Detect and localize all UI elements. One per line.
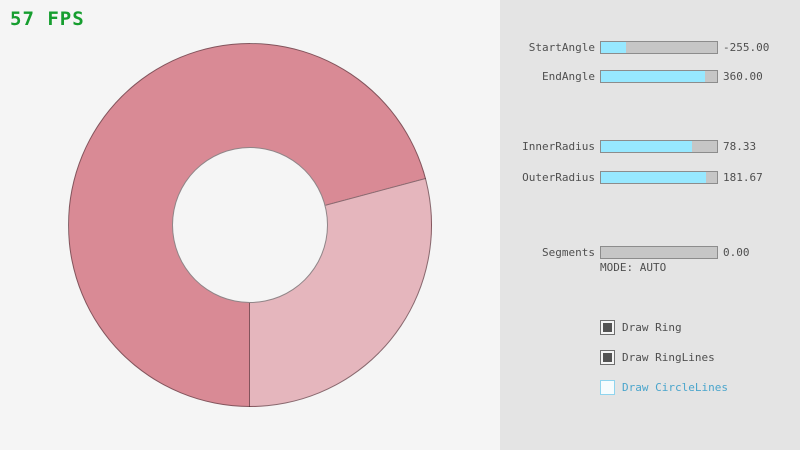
slider-label-outerradius: OuterRadius [522,171,595,184]
slider-innerradius[interactable] [600,140,718,153]
slider-startangle[interactable] [600,41,718,54]
checkbox-label-draw-ringlines: Draw RingLines [622,351,715,364]
slider-label-startangle: StartAngle [528,41,595,54]
checkbox-box[interactable] [600,320,615,335]
checkbox-box[interactable] [600,350,615,365]
checkbox-label-draw-circlelines: Draw CircleLines [622,381,728,394]
segments-mode-label: MODE: AUTO [600,261,667,274]
slider-value-segments: 0.00 [723,246,750,259]
slider-value-endangle: 360.00 [723,70,763,83]
slider-row-innerradius: InnerRadius 78.33 [500,140,800,153]
slider-row-segments: Segments 0.00 [500,246,800,259]
checkbox-label-draw-ring: Draw Ring [622,321,682,334]
slider-label-innerradius: InnerRadius [522,140,595,153]
slider-row-startangle: StartAngle -255.00 [500,41,800,54]
check-mark-icon [603,323,612,332]
fps-counter: 57 FPS [10,8,85,30]
slider-label-segments: Segments [542,246,595,259]
slider-label-endangle: EndAngle [542,70,595,83]
slider-value-outerradius: 181.67 [723,171,763,184]
slider-fill-startangle [601,42,627,53]
ring-line-start [249,303,250,407]
slider-segments[interactable] [600,246,718,259]
checkbox-box[interactable] [600,380,615,395]
slider-fill-endangle [601,71,706,82]
slider-fill-innerradius [601,141,692,152]
slider-value-innerradius: 78.33 [723,140,757,153]
slider-endangle[interactable] [600,70,718,83]
check-mark-icon [603,353,612,362]
ring-hole [172,147,328,303]
slider-row-outerradius: OuterRadius 181.67 [500,171,800,184]
control-panel: StartAngle -255.00 EndAngle 360.00 Inner… [500,0,800,450]
slider-value-startangle: -255.00 [723,41,770,54]
slider-row-endangle: EndAngle 360.00 [500,70,800,83]
slider-outerradius[interactable] [600,171,718,184]
slider-fill-outerradius [601,172,707,183]
